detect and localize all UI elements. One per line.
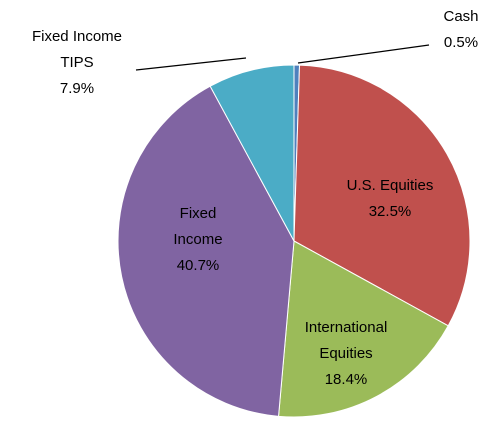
category-label: Fixed Income TIPS [31, 28, 123, 71]
category-label: Cash [443, 8, 479, 25]
pie-slice [117, 85, 295, 417]
slice-label: International Equities 18.4% [286, 315, 406, 393]
slice-label: Fixed Income 40.7% [163, 201, 233, 279]
value-label: 18.4% [324, 371, 368, 388]
category-label: U.S. Equities [346, 177, 434, 194]
leader-line [135, 57, 247, 71]
pie-slice [293, 64, 471, 327]
slice-label: Fixed Income TIPS 7.9% [29, 24, 125, 102]
value-label: 32.5% [368, 203, 412, 220]
leader-line [297, 44, 430, 64]
slice-label: Cash 0.5% [430, 4, 492, 56]
pie-slice [277, 240, 449, 418]
slice-label: U.S. Equities 32.5% [320, 173, 460, 225]
value-label: 40.7% [176, 257, 220, 274]
value-label: 0.5% [443, 34, 479, 51]
value-label: 7.9% [59, 80, 95, 97]
pie-slice [209, 64, 295, 242]
category-label: International Equities [304, 319, 388, 362]
category-label: Fixed Income [173, 205, 223, 248]
